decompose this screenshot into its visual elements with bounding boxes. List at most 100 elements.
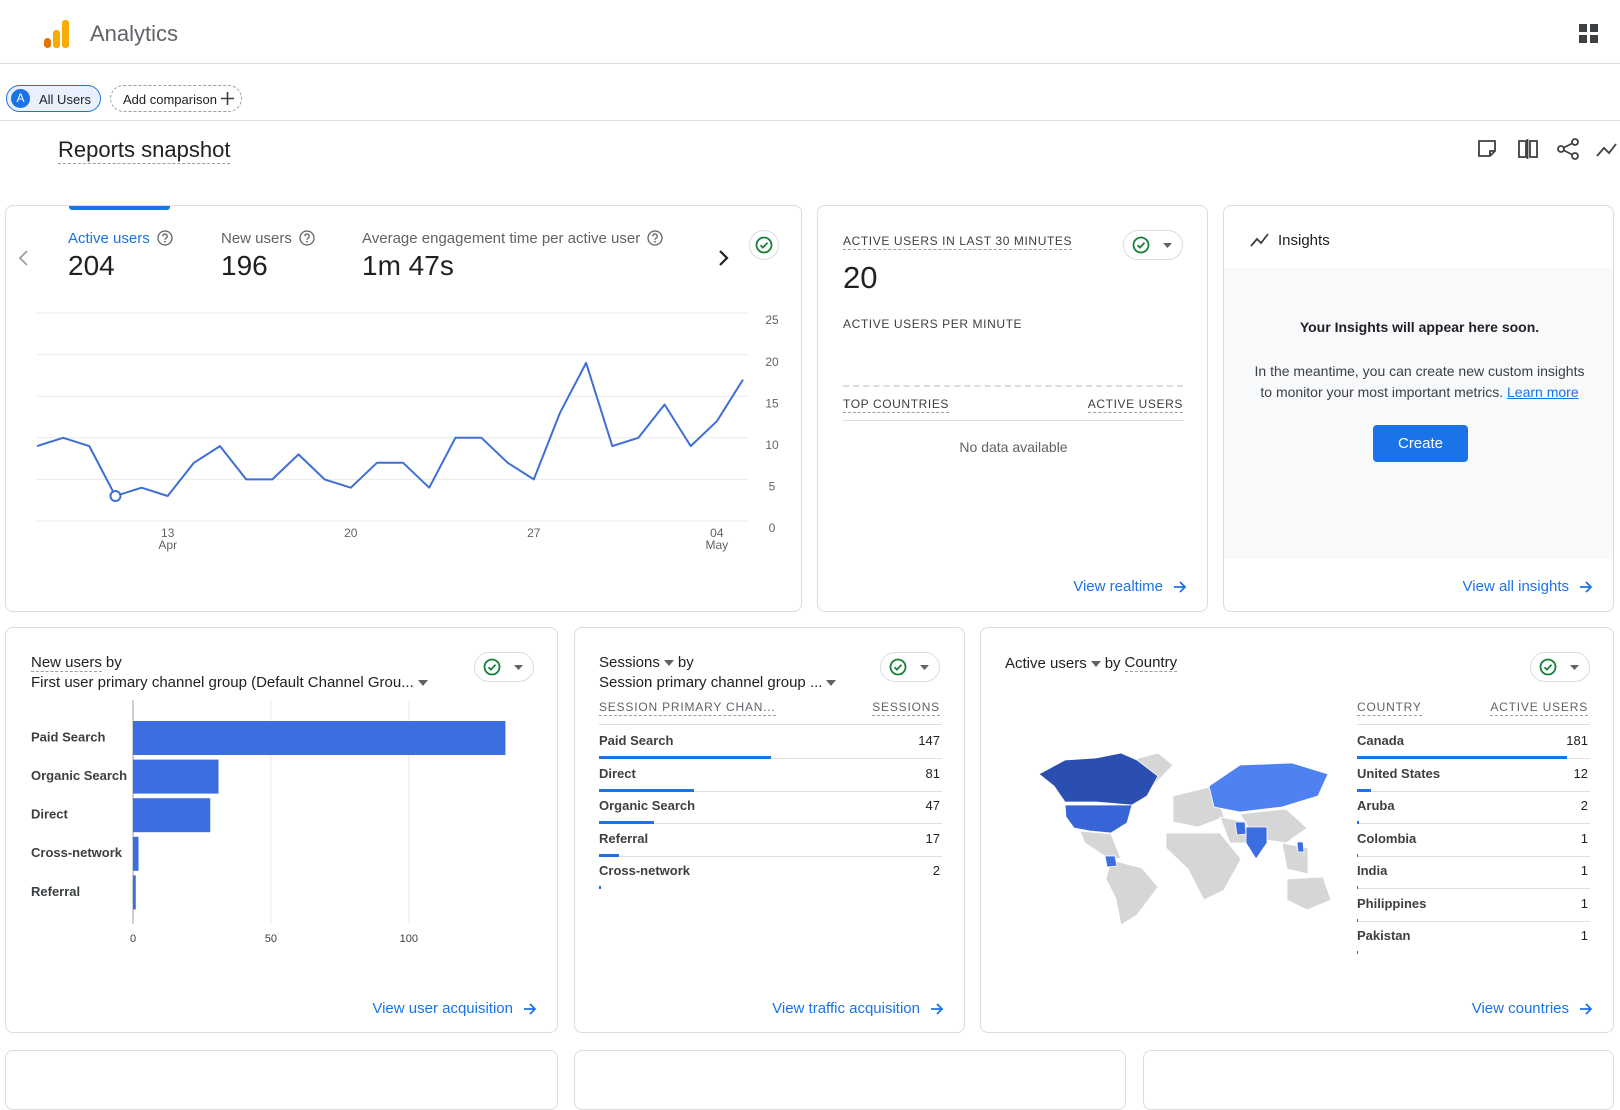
status-dropdown[interactable] xyxy=(1530,652,1590,682)
x-tick-label: 100 xyxy=(400,933,418,945)
status-icons xyxy=(1539,658,1579,676)
help-icon[interactable] xyxy=(299,230,315,246)
row-bar xyxy=(1357,886,1359,889)
insights-icon xyxy=(1250,233,1269,247)
segment-chip[interactable]: A All Users xyxy=(6,85,101,112)
y-tick-label: 0 xyxy=(769,521,776,535)
create-button[interactable]: Create xyxy=(1373,425,1468,462)
tab-indicator xyxy=(69,206,170,210)
overview-card: 0 5 10 15 20 25 Active users 204 New users 196 Av… xyxy=(5,205,802,612)
row-label: Paid Search xyxy=(599,733,674,748)
row-rule xyxy=(1357,920,1590,922)
view-link[interactable]: View realtime xyxy=(1073,579,1187,594)
insights-title: Insights xyxy=(1278,232,1330,249)
row-bar xyxy=(599,756,771,759)
dimension-picker[interactable]: Session primary channel group ... xyxy=(599,675,837,690)
map-country[interactable] xyxy=(1038,752,1159,806)
insights-heading: Your Insights will appear here soon. xyxy=(1299,319,1540,335)
view-link[interactable]: View countries xyxy=(1472,1001,1593,1016)
edit-icon[interactable] xyxy=(1478,140,1496,157)
row-bar xyxy=(1357,951,1359,954)
row-bar xyxy=(599,886,602,889)
row-value: 12 xyxy=(1573,765,1588,781)
card xyxy=(1143,1050,1614,1110)
check-mark xyxy=(893,664,903,671)
map-country[interactable] xyxy=(1064,804,1133,834)
y-tick-label: Organic Search xyxy=(31,768,127,783)
map-region xyxy=(1286,876,1332,911)
view-link[interactable]: View user acquisition xyxy=(372,1001,537,1016)
prev-arrow[interactable] xyxy=(18,250,30,266)
help-icon[interactable] xyxy=(647,230,663,246)
status-dropdown[interactable] xyxy=(1123,230,1183,260)
status-icons xyxy=(1132,236,1172,254)
help-circle xyxy=(647,230,663,246)
dimension-picker[interactable]: First user primary channel group (Defaul… xyxy=(31,675,428,690)
status-dropdown[interactable] xyxy=(880,652,940,682)
by-text: by xyxy=(677,654,694,671)
insights-icon[interactable] xyxy=(1596,143,1617,157)
world-map xyxy=(1038,752,1332,926)
add-comparison[interactable]: Add comparison xyxy=(110,85,242,112)
row-value: 181 xyxy=(1566,733,1588,748)
x-tick-label: 04 May xyxy=(705,526,729,552)
toolbar-icons xyxy=(1478,138,1617,160)
next-arrow[interactable] xyxy=(717,250,729,266)
status-icons xyxy=(889,658,929,676)
compare-icon[interactable] xyxy=(1518,139,1538,159)
link-text: View user acquisition xyxy=(372,1000,513,1017)
arrow xyxy=(931,1002,944,1015)
x-tick-label: 0 xyxy=(130,933,136,945)
help-dot xyxy=(305,240,308,243)
row-bar xyxy=(599,853,619,857)
link-text: View all insights xyxy=(1462,578,1569,595)
metric-header: Average engagement time per active user xyxy=(362,230,663,246)
map-country[interactable] xyxy=(1245,826,1268,860)
header-rule xyxy=(843,420,1184,421)
share-icon[interactable] xyxy=(1557,138,1579,160)
caret xyxy=(1163,243,1172,248)
top-bar: Analytics xyxy=(0,0,1620,64)
map-country[interactable] xyxy=(1104,855,1118,868)
check-icon xyxy=(1132,236,1150,254)
dimension-name[interactable]: Country xyxy=(1124,654,1178,672)
by-text: by xyxy=(1104,655,1121,672)
x-tick-label: 27 xyxy=(527,526,541,540)
divider xyxy=(0,120,1620,121)
caret[interactable] xyxy=(663,659,674,666)
check-icon xyxy=(483,658,501,676)
x-tick-label: 20 xyxy=(344,526,358,540)
map-country[interactable] xyxy=(1234,821,1247,836)
countries-card: Active users by Country View countries COU… xyxy=(980,627,1614,1033)
check-icon xyxy=(889,658,907,676)
x-tick-label: 13 Apr xyxy=(158,526,178,552)
help-glyph xyxy=(304,233,310,240)
line-chart: 0 5 10 15 20 25 xyxy=(36,312,779,535)
apps-icon[interactable] xyxy=(1579,24,1599,44)
row-label: United States xyxy=(1357,765,1441,781)
help-icon[interactable] xyxy=(157,230,173,246)
learn-more-link[interactable]: Learn more xyxy=(1507,384,1579,400)
app-name: Analytics xyxy=(90,21,179,46)
map-region xyxy=(1208,762,1329,813)
map-country[interactable] xyxy=(1296,841,1305,853)
y-tick-label: Direct xyxy=(31,807,69,822)
map-region xyxy=(1105,859,1159,926)
view-link[interactable]: View traffic acquisition xyxy=(772,1001,944,1016)
view-link[interactable]: View all insights xyxy=(1463,579,1593,594)
column-header: SESSIONS xyxy=(872,700,940,716)
y-tick-label: Referral xyxy=(31,884,80,899)
row-rule xyxy=(1357,855,1590,857)
help-glyph xyxy=(161,233,168,240)
caret[interactable] xyxy=(1090,660,1101,667)
add-comparison-label: Add comparison xyxy=(123,92,217,107)
realtime-value: 20 xyxy=(843,260,878,295)
help-dot xyxy=(163,240,166,243)
status-button[interactable] xyxy=(749,230,779,260)
status-dropdown[interactable] xyxy=(474,652,534,682)
row-value: 147 xyxy=(918,733,940,748)
realtime-subtitle: ACTIVE USERS PER MINUTE xyxy=(843,317,1023,331)
check-mark xyxy=(1136,242,1146,249)
map-region xyxy=(1165,832,1242,901)
arrow xyxy=(1580,1002,1593,1015)
